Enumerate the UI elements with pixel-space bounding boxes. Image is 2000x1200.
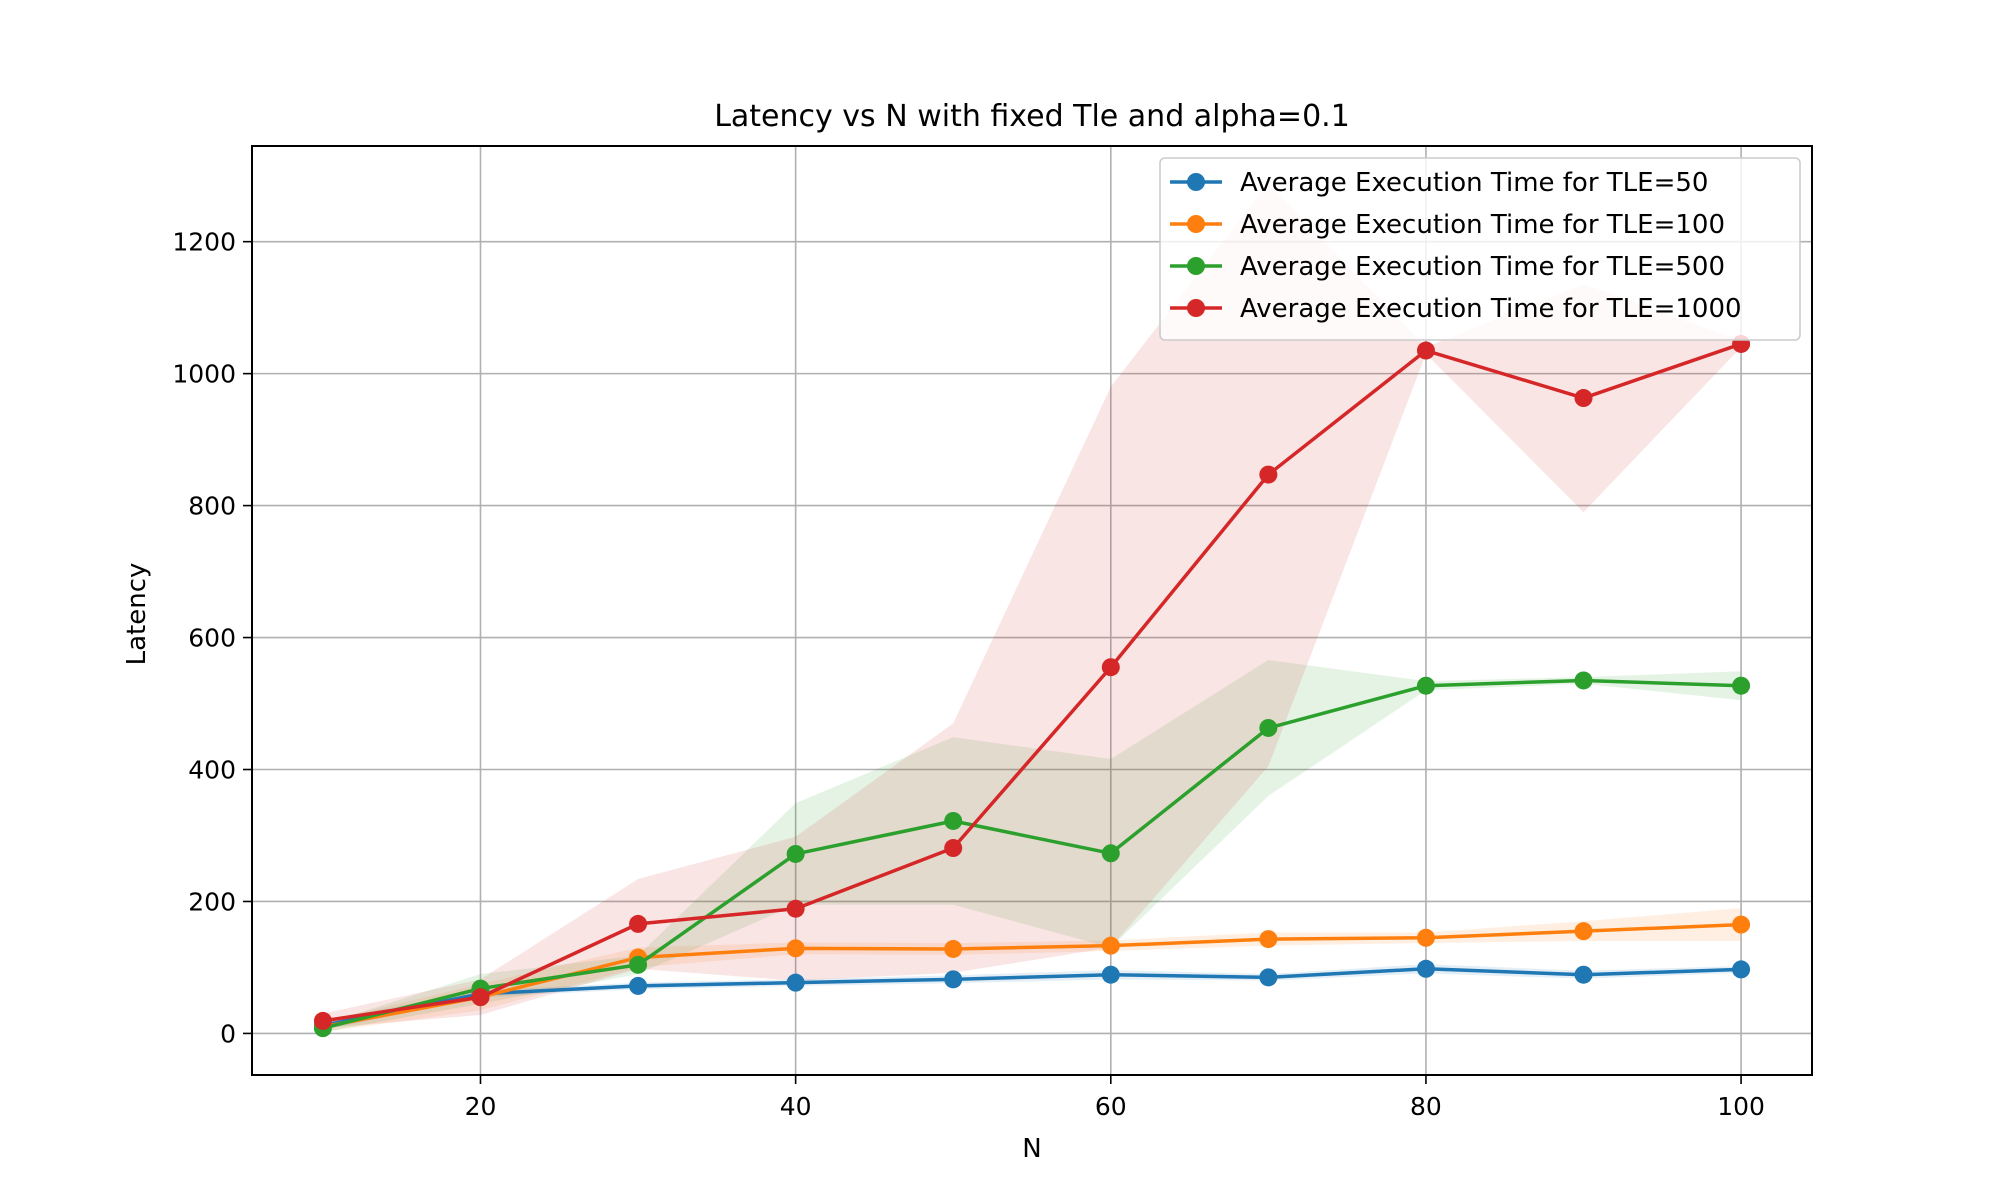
y-tick-label: 1200 bbox=[172, 228, 236, 257]
y-tick-label: 400 bbox=[188, 756, 236, 785]
data-point bbox=[1259, 930, 1278, 949]
data-point bbox=[1101, 965, 1120, 984]
legend-swatch-marker bbox=[1187, 173, 1205, 191]
data-point bbox=[1416, 341, 1435, 360]
data-point bbox=[944, 939, 963, 958]
legend-label: Average Execution Time for TLE=100 bbox=[1240, 210, 1725, 240]
series-line-1 bbox=[322, 967, 1742, 1028]
y-axis-label: Latency bbox=[122, 563, 152, 666]
data-point bbox=[1574, 922, 1593, 941]
y-tick-label: 0 bbox=[220, 1019, 236, 1048]
data-point bbox=[1732, 960, 1751, 979]
x-tick-label: 100 bbox=[1717, 1092, 1765, 1121]
legend: Average Execution Time for TLE=50 Average… bbox=[1159, 157, 1801, 341]
data-point bbox=[1574, 965, 1593, 984]
grid-lines bbox=[252, 146, 1812, 1075]
x-tick-label: 40 bbox=[780, 1092, 812, 1121]
data-point bbox=[629, 976, 648, 995]
axes bbox=[243, 145, 1813, 1084]
series-line-3 bbox=[322, 678, 1742, 1030]
y-tick-label: 600 bbox=[188, 624, 236, 653]
data-point bbox=[786, 899, 805, 918]
x-tick-label: 80 bbox=[1410, 1092, 1442, 1121]
data-point bbox=[1259, 968, 1278, 987]
data-point bbox=[1574, 671, 1593, 690]
legend-swatch-marker bbox=[1187, 257, 1205, 275]
legend-swatch-marker bbox=[1187, 299, 1205, 317]
data-point bbox=[1259, 465, 1278, 484]
plot-frame bbox=[251, 145, 1813, 1076]
data-point bbox=[944, 811, 963, 830]
data-point bbox=[944, 839, 963, 858]
data-point bbox=[313, 1011, 332, 1030]
data-point bbox=[1732, 915, 1751, 934]
data-point bbox=[1416, 676, 1435, 695]
data-point bbox=[1732, 676, 1751, 695]
confidence-band-4 bbox=[322, 182, 1742, 1029]
x-axis-label: N bbox=[1022, 1134, 1041, 1164]
y-tick-label: 200 bbox=[188, 887, 236, 916]
data-point bbox=[1259, 718, 1278, 737]
data-point bbox=[786, 939, 805, 958]
series-line-4 bbox=[322, 342, 1742, 1023]
data-point bbox=[1101, 844, 1120, 863]
data-point bbox=[1101, 936, 1120, 955]
data-point bbox=[471, 988, 490, 1007]
data-point bbox=[1101, 658, 1120, 677]
x-tick-label: 20 bbox=[465, 1092, 497, 1121]
legend-label: Average Execution Time for TLE=500 bbox=[1240, 252, 1725, 282]
chart-title: Latency vs N with fixed Tle and alpha=0.… bbox=[714, 99, 1350, 134]
legend-label: Average Execution Time for TLE=50 bbox=[1240, 168, 1708, 198]
data-point bbox=[629, 914, 648, 933]
data-point bbox=[1416, 959, 1435, 978]
y-tick-label: 800 bbox=[188, 492, 236, 521]
data-point bbox=[1416, 928, 1435, 947]
data-point bbox=[944, 970, 963, 989]
series-lines bbox=[313, 334, 1751, 1038]
x-tick-label: 60 bbox=[1095, 1092, 1127, 1121]
legend-box bbox=[1159, 157, 1801, 341]
data-point bbox=[1574, 389, 1593, 408]
data-point bbox=[786, 973, 805, 992]
y-tick-label: 1000 bbox=[172, 360, 236, 389]
data-point bbox=[629, 955, 648, 974]
legend-swatch-marker bbox=[1187, 215, 1205, 233]
data-point bbox=[786, 844, 805, 863]
legend-label: Average Execution Time for TLE=1000 bbox=[1240, 294, 1742, 324]
